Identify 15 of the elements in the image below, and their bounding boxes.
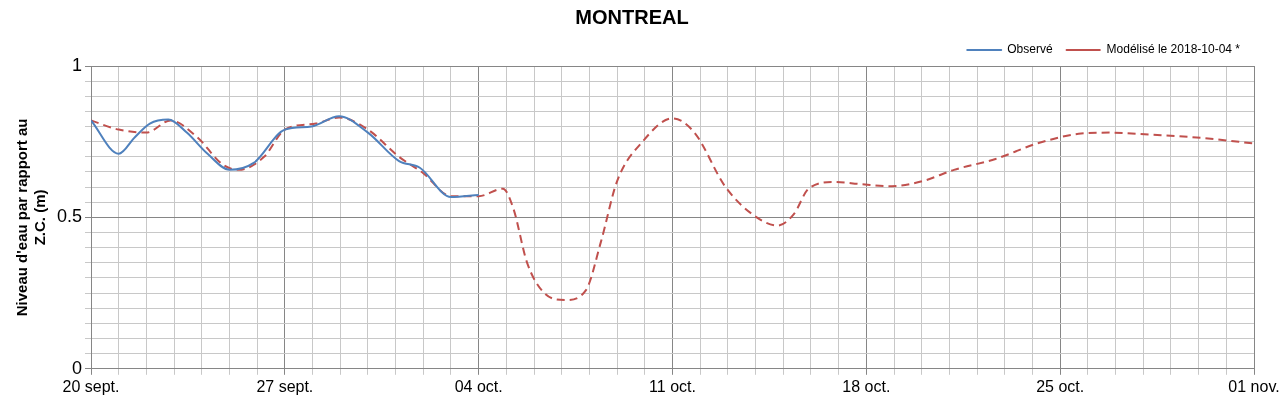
x-tick-label: 04 oct. [454, 377, 503, 395]
x-tick-label: 27 sept. [256, 377, 314, 395]
y-tick-label: 0 [72, 357, 83, 378]
y-tick-label: 1 [72, 54, 83, 75]
x-tick-label: 11 oct. [649, 377, 696, 395]
x-tick-label: 01 nov. [1228, 377, 1280, 395]
chart-title: MONTREAL [575, 5, 689, 28]
line-series [91, 115, 480, 199]
x-tick-label: 18 oct. [842, 377, 891, 395]
x-tick-label: 20 sept. [62, 377, 120, 395]
legend-label: Observé [1007, 42, 1053, 57]
legend-label: Modélisé le 2018-10-04 * [1106, 42, 1241, 57]
y-axis-title: Niveau d'eau par rapport au Z.C. (m) [13, 118, 49, 317]
x-tick-label: 25 oct. [1036, 377, 1085, 395]
y-tick-label: 0.5 [56, 206, 83, 227]
